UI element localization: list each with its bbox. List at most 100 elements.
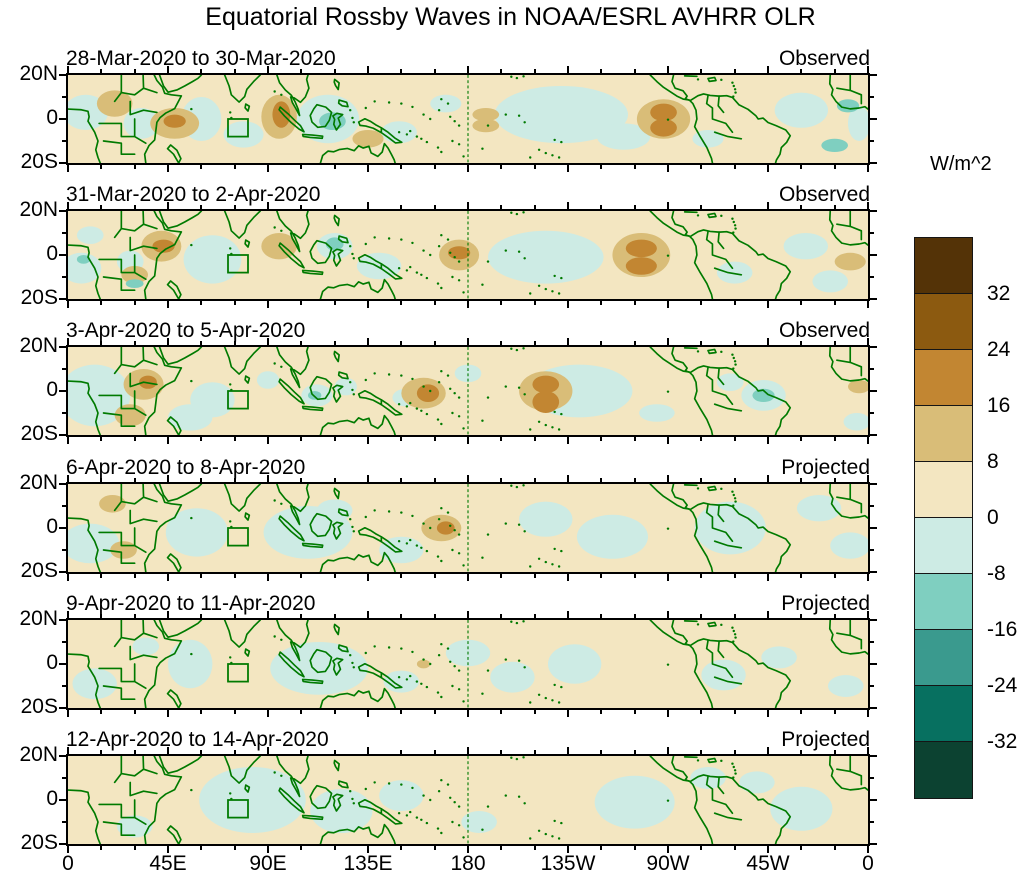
axis-tick (400, 710, 403, 714)
axis-tick (870, 346, 877, 348)
axis-tick (267, 846, 269, 853)
axis-tick (167, 574, 169, 581)
axis-tick (867, 301, 869, 308)
y-axis-label: 20S (20, 559, 58, 582)
axis-tick (870, 276, 874, 278)
axis-tick (333, 710, 336, 714)
axis-tick (800, 301, 803, 305)
axis-tick (467, 338, 469, 345)
axis-tick (200, 478, 203, 482)
colorbar-cell (914, 293, 973, 351)
axis-tick (300, 574, 303, 578)
axis-tick (833, 710, 836, 714)
axis-tick (767, 165, 769, 172)
y-axis-label: 0 (46, 242, 58, 265)
axis-tick (567, 165, 569, 172)
axis-tick (633, 614, 636, 618)
axis-tick (767, 846, 769, 853)
axis-tick (167, 747, 169, 754)
axis-tick (167, 66, 169, 73)
map-svg (68, 484, 868, 572)
panel-date-range: 9-Apr-2020 to 11-Apr-2020 (66, 592, 316, 615)
y-axis-label: 20N (19, 334, 58, 357)
axis-tick (500, 437, 503, 441)
axis-tick (67, 437, 69, 444)
axis-tick (133, 846, 136, 850)
axis-tick (367, 165, 369, 172)
axis-tick (367, 301, 369, 308)
x-axis-label: 45W (746, 852, 790, 875)
axis-tick (200, 710, 203, 714)
axis-tick (867, 165, 869, 172)
axis-tick (367, 202, 369, 209)
y-axis-label: 0 (46, 515, 58, 538)
axis-tick (467, 475, 469, 482)
axis-tick (367, 475, 369, 482)
axis-tick (233, 341, 236, 345)
axis-tick (533, 165, 536, 169)
axis-tick (133, 750, 136, 754)
panel-date-range: 3-Apr-2020 to 5-Apr-2020 (66, 319, 306, 342)
axis-tick (767, 66, 769, 73)
axis-tick (333, 574, 336, 578)
y-axis-label: 20S (20, 286, 58, 309)
x-axis-label: 0 (62, 852, 74, 875)
axis-tick (867, 611, 869, 618)
axis-tick (133, 69, 136, 73)
axis-tick (67, 301, 69, 308)
axis-tick (200, 846, 203, 850)
axis-tick (333, 846, 336, 850)
axis-tick (733, 341, 736, 345)
axis-tick (100, 341, 103, 345)
colorbar-cell (914, 573, 973, 631)
axis-tick (433, 710, 436, 714)
axis-tick (833, 165, 836, 169)
axis-tick (400, 614, 403, 618)
axis-tick (533, 574, 536, 578)
y-axis-label: 20S (20, 150, 58, 173)
axis-tick (533, 846, 536, 850)
axis-tick (467, 710, 469, 717)
axis-tick (700, 301, 703, 305)
axis-tick (333, 301, 336, 305)
axis-tick (667, 338, 669, 345)
axis-tick (67, 475, 69, 482)
axis-tick (870, 777, 874, 779)
axis-tick (300, 750, 303, 754)
axis-tick (62, 140, 66, 142)
axis-tick (62, 777, 66, 779)
axis-tick (833, 69, 836, 73)
axis-tick (500, 750, 503, 754)
axis-tick (333, 614, 336, 618)
panel-date-range: 6-Apr-2020 to 8-Apr-2020 (66, 456, 306, 479)
axis-tick (870, 821, 874, 823)
axis-tick (100, 437, 103, 441)
axis-tick (633, 205, 636, 209)
axis-tick (167, 165, 169, 172)
colorbar-tick-label: 24 (987, 338, 1011, 361)
axis-tick (59, 434, 66, 436)
axis-tick (767, 338, 769, 345)
axis-tick (200, 614, 203, 618)
axis-tick (200, 341, 203, 345)
axis-tick (667, 475, 669, 482)
axis-tick (59, 254, 66, 256)
axis-tick (767, 202, 769, 209)
axis-tick (700, 750, 703, 754)
axis-tick (800, 750, 803, 754)
axis-tick (233, 614, 236, 618)
axis-tick (533, 69, 536, 73)
axis-tick (600, 437, 603, 441)
axis-tick (400, 205, 403, 209)
y-axis-label: 0 (46, 787, 58, 810)
axis-tick (133, 165, 136, 169)
axis-tick (433, 846, 436, 850)
axis-tick (67, 846, 69, 853)
axis-tick (400, 165, 403, 169)
axis-tick (667, 611, 669, 618)
axis-tick (733, 69, 736, 73)
axis-tick (800, 846, 803, 850)
y-axis-label: 20S (20, 831, 58, 854)
axis-tick (667, 301, 669, 308)
axis-tick (100, 478, 103, 482)
